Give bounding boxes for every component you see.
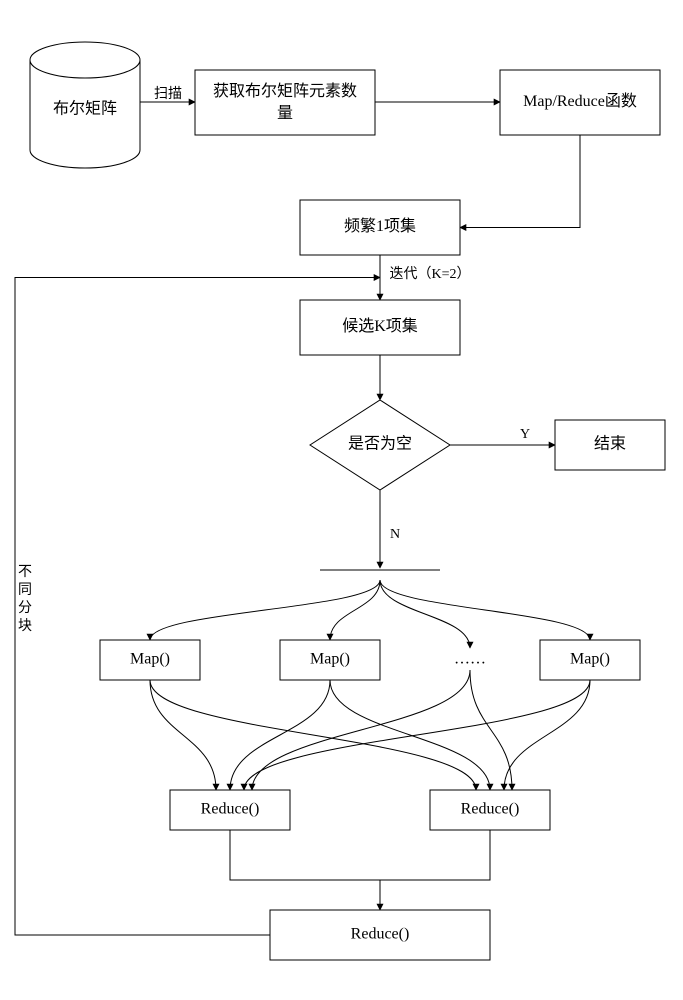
edge-map2-reduce2 bbox=[330, 680, 490, 790]
acquire-box bbox=[195, 70, 375, 135]
n-label: N bbox=[390, 527, 400, 542]
loop-label-0: 不 bbox=[18, 565, 32, 580]
map2-label: Map() bbox=[310, 651, 350, 668]
edge-fan-map1 bbox=[150, 580, 380, 640]
loop-label-1: 同 bbox=[18, 583, 32, 598]
cylinder-top bbox=[30, 42, 140, 78]
y-label: Y bbox=[520, 427, 530, 442]
map3-label: Map() bbox=[570, 651, 610, 668]
candk-label: 候选K项集 bbox=[342, 317, 418, 335]
acquire-line2: 量 bbox=[277, 105, 293, 122]
acquire-line1: 获取布尔矩阵元素数 bbox=[213, 82, 357, 100]
edge-fan-map3 bbox=[380, 580, 590, 640]
edge-fan-dots bbox=[380, 580, 470, 648]
edge-mr-freq1 bbox=[460, 135, 580, 228]
edge-r2-join bbox=[380, 830, 490, 880]
loop-label-3: 块 bbox=[18, 618, 32, 634]
mapreduce-label: Map/Reduce函数 bbox=[523, 92, 637, 110]
edge-r1-join bbox=[230, 830, 380, 880]
edge-map1-reduce2 bbox=[150, 680, 476, 790]
edge-map1-reduce1 bbox=[150, 680, 216, 790]
reduce2-label: Reduce() bbox=[461, 801, 520, 818]
end-label: 结束 bbox=[594, 435, 626, 453]
dots-label: …… bbox=[454, 651, 486, 668]
diamond-label: 是否为空 bbox=[348, 435, 412, 453]
reduce1-label: Reduce() bbox=[201, 801, 260, 818]
cylinder-label: 布尔矩阵 bbox=[53, 100, 117, 118]
reduceFinal-label: Reduce() bbox=[351, 926, 410, 943]
loop-label-2: 分 bbox=[18, 600, 32, 616]
edge-loop bbox=[15, 278, 380, 936]
iterate-label: 迭代（K=2） bbox=[389, 266, 470, 282]
freq1-label: 频繁1项集 bbox=[344, 217, 416, 235]
map1-label: Map() bbox=[130, 651, 170, 668]
scan-label: 扫描 bbox=[154, 86, 182, 102]
edge-map3-reduce1 bbox=[244, 680, 590, 790]
edge-dots-reduce2 bbox=[470, 670, 512, 790]
